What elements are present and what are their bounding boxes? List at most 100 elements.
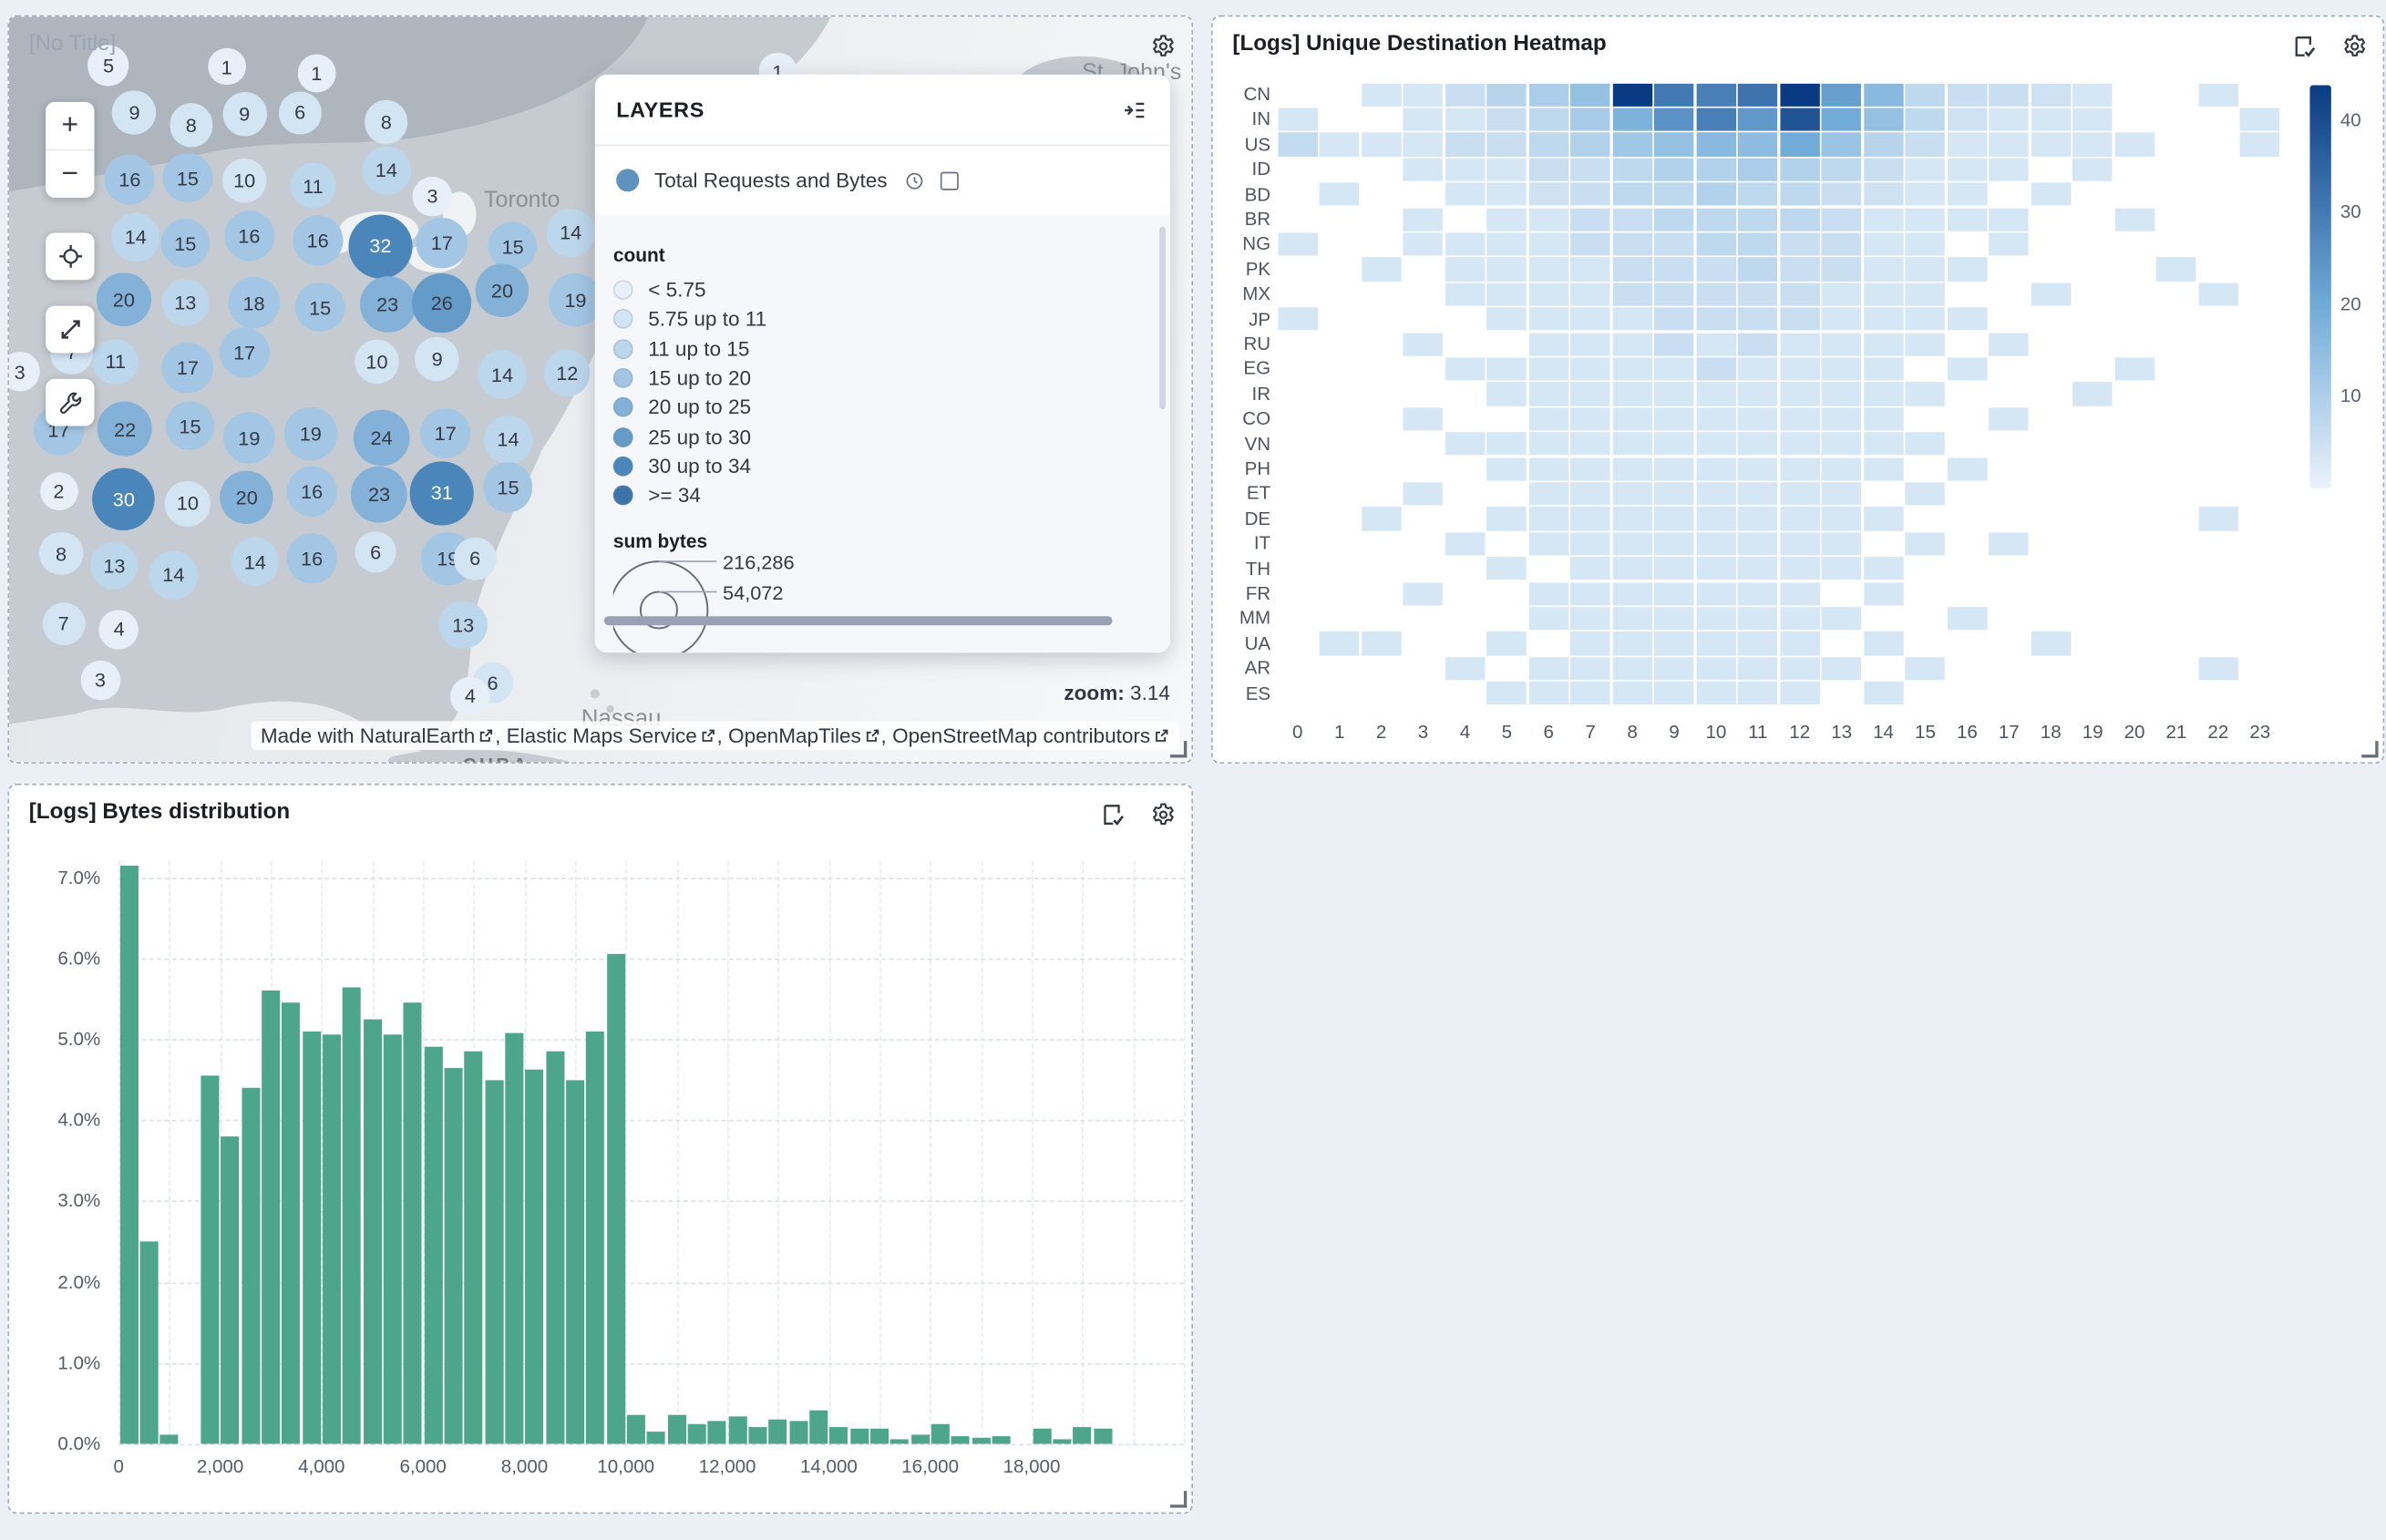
heatmap-cell[interactable] [1486,257,1527,282]
heatmap-cell[interactable] [1570,406,1611,431]
heatmap-cell[interactable] [1528,581,1569,606]
heatmap-cell[interactable] [1779,482,1820,506]
heatmap-cell[interactable] [1445,82,1486,107]
heatmap-cell[interactable] [1779,282,1820,306]
heatmap-cell[interactable] [1905,656,1946,681]
histogram-bar[interactable] [484,1079,504,1444]
heatmap-cell[interactable] [1653,457,1694,481]
cluster-marker[interactable]: 14 [149,550,198,600]
heatmap-cell[interactable] [1695,357,1736,381]
heatmap-cell[interactable] [1445,357,1486,381]
histogram-bar[interactable] [1073,1427,1092,1444]
heatmap-cell[interactable] [1863,207,1904,231]
heatmap-cell[interactable] [1695,132,1736,157]
cluster-marker[interactable]: 17 [161,342,213,394]
heatmap-cell[interactable] [1445,656,1486,681]
cluster-marker[interactable]: 20 [220,470,274,525]
heatmap-cell[interactable] [1695,531,1736,556]
histogram-bar[interactable] [727,1417,747,1444]
heatmap-cell[interactable] [1821,158,1862,181]
heatmap-cell[interactable] [1695,82,1736,107]
heatmap-cell[interactable] [1737,182,1778,207]
heatmap-cell[interactable] [1611,158,1653,181]
heatmap-cell[interactable] [1528,182,1569,207]
histogram-bar[interactable] [282,1002,301,1444]
heatmap-cell[interactable] [1695,182,1736,207]
heatmap-cell[interactable] [1403,207,1444,231]
heatmap-panel-title[interactable]: [Logs] Unique Destination Heatmap [1232,32,1607,56]
cluster-marker[interactable]: 3 [80,661,120,700]
heatmap-cell[interactable] [1695,257,1736,282]
cluster-marker[interactable]: 13 [90,542,139,590]
gear-icon[interactable] [1147,30,1178,60]
heatmap-cell[interactable] [1695,406,1736,431]
heatmap-cell[interactable] [1611,482,1653,506]
heatmap-cell[interactable] [1277,307,1318,331]
heatmap-cell[interactable] [1653,282,1694,306]
heatmap-cell[interactable] [1737,282,1778,306]
heatmap-cell[interactable] [1737,232,1778,256]
heatmap-cell[interactable] [1947,158,1988,181]
cluster-marker[interactable]: 7 [42,602,85,645]
heatmap-cell[interactable] [1737,531,1778,556]
heatmap-cell[interactable] [1319,182,1360,207]
square-outline-icon[interactable] [940,170,960,190]
histogram-bar[interactable] [119,865,139,1444]
cluster-marker[interactable]: 16 [286,533,337,584]
heatmap-cell[interactable] [1737,656,1778,681]
heatmap-cell[interactable] [1570,581,1611,606]
heatmap-cell[interactable] [1445,108,1486,131]
cluster-marker[interactable]: 14 [231,537,280,586]
heatmap-cell[interactable] [1821,282,1862,306]
heatmap-cell[interactable] [1528,457,1569,481]
heatmap-cell[interactable] [1905,132,1946,157]
heatmap-cell[interactable] [1611,457,1653,481]
heatmap-cell[interactable] [1653,357,1694,381]
heatmap-cell[interactable] [1528,282,1569,306]
cluster-marker[interactable]: 19 [283,406,337,460]
heatmap-cell[interactable] [1779,606,1820,631]
heatmap-cell[interactable] [2072,382,2113,406]
heatmap-cell[interactable] [1570,232,1611,256]
heatmap-cell[interactable] [1821,132,1862,157]
heatmap-cell[interactable] [1779,182,1820,207]
heatmap-cell[interactable] [1361,257,1402,282]
heatmap-cell[interactable] [1653,406,1694,431]
heatmap-cell[interactable] [1989,108,2030,131]
heatmap-cell[interactable] [1570,282,1611,306]
heatmap-cell[interactable] [1528,432,1569,456]
heatmap-cell[interactable] [1947,457,1988,481]
histogram-bar[interactable] [1032,1429,1052,1444]
gear-icon[interactable] [2339,30,2369,60]
histogram-bar[interactable] [342,986,362,1444]
heatmap-cell[interactable] [1905,232,1946,256]
heatmap-cell[interactable] [1737,82,1778,107]
heatmap-cell[interactable] [1611,207,1653,231]
heatmap-cell[interactable] [1695,307,1736,331]
heatmap-cell[interactable] [1611,182,1653,207]
panel-resize-handle[interactable] [1169,741,1188,758]
heatmap-cell[interactable] [1611,606,1653,631]
heatmap-cell[interactable] [1611,357,1653,381]
heatmap-cell[interactable] [1821,382,1862,406]
heatmap-cell[interactable] [1570,382,1611,406]
cluster-marker[interactable]: 6 [279,92,322,134]
heatmap-cell[interactable] [1611,682,1653,705]
heatmap-cell[interactable] [1653,507,1694,531]
heatmap-cell[interactable] [1445,432,1486,456]
layer-row[interactable]: Total Requests and Bytes [595,146,1170,214]
cluster-marker[interactable]: 31 [410,461,474,525]
histogram-bar[interactable] [931,1423,950,1444]
heatmap-cell[interactable] [1737,557,1778,580]
heatmap-cell[interactable] [1737,507,1778,531]
heatmap-cell[interactable] [1403,406,1444,431]
heatmap-cell[interactable] [1445,182,1486,207]
heatmap-cell[interactable] [1611,132,1653,157]
heatmap-cell[interactable] [1528,606,1569,631]
heatmap-cell[interactable] [1486,631,1527,655]
heatmap-cell[interactable] [1528,482,1569,506]
heatmap-cell[interactable] [1905,282,1946,306]
cluster-marker[interactable]: 3 [412,177,452,216]
cluster-marker[interactable]: 13 [161,279,210,327]
heatmap-cell[interactable] [1570,207,1611,231]
